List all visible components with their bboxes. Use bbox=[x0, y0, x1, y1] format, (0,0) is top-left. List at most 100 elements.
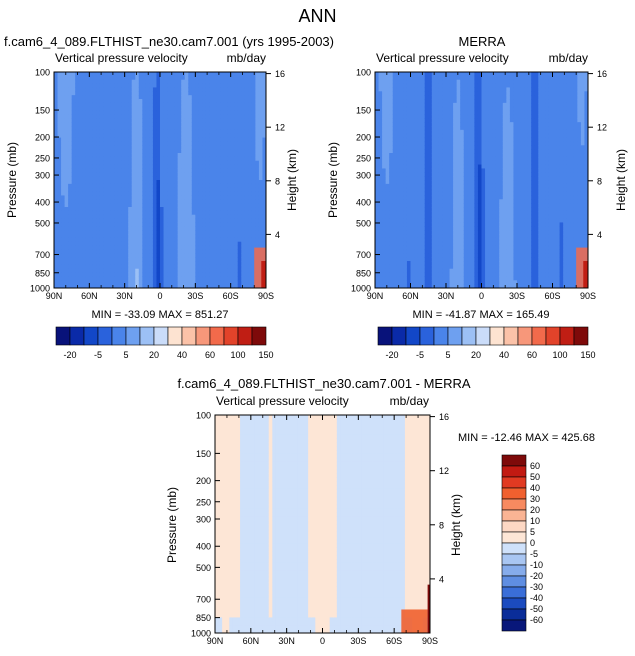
field-cell bbox=[456, 210, 461, 216]
field-cell bbox=[389, 195, 394, 200]
field-cell bbox=[460, 214, 465, 220]
field-cell bbox=[460, 249, 465, 254]
field-cell bbox=[399, 160, 404, 166]
field-cell bbox=[255, 218, 260, 224]
field-cell bbox=[389, 110, 394, 116]
field-cell bbox=[117, 133, 122, 139]
field-cell bbox=[220, 241, 225, 247]
field-cell bbox=[227, 149, 232, 154]
field-cell bbox=[453, 164, 458, 170]
field-cell bbox=[121, 129, 126, 135]
field-cell bbox=[156, 249, 161, 254]
field-cell bbox=[167, 102, 172, 108]
field-cell bbox=[71, 180, 76, 185]
field-cell bbox=[417, 106, 422, 112]
field-cell bbox=[396, 222, 401, 227]
field-cell bbox=[205, 79, 211, 85]
field-cell bbox=[241, 276, 246, 281]
field-cell bbox=[160, 91, 165, 96]
field-cell bbox=[99, 172, 105, 177]
field-cell bbox=[251, 195, 256, 200]
field-cell bbox=[209, 122, 214, 127]
field-cell bbox=[396, 241, 401, 247]
field-cell bbox=[414, 141, 419, 146]
field-cell bbox=[410, 153, 415, 158]
field-cell bbox=[181, 257, 186, 262]
field-cell bbox=[188, 191, 193, 197]
field-cell bbox=[435, 268, 440, 274]
field-cell bbox=[237, 226, 242, 231]
field-cell bbox=[68, 91, 73, 96]
field-cell bbox=[396, 91, 401, 96]
field-cell bbox=[174, 241, 179, 247]
field-cell bbox=[435, 284, 440, 288]
field-cell bbox=[170, 257, 175, 262]
field-cell bbox=[202, 191, 207, 197]
field-cell bbox=[392, 79, 397, 85]
field-cell bbox=[410, 230, 415, 235]
field-cell bbox=[99, 253, 105, 258]
field-cell bbox=[71, 284, 76, 288]
field-cell bbox=[230, 183, 235, 189]
field-cell bbox=[460, 160, 465, 166]
field-cell bbox=[191, 183, 196, 189]
field-cell bbox=[61, 129, 66, 135]
field-cell bbox=[435, 118, 440, 123]
field-cell bbox=[160, 99, 165, 104]
field-cell bbox=[230, 261, 235, 266]
field-cell bbox=[382, 126, 387, 131]
field-cell bbox=[255, 168, 260, 173]
field-cell bbox=[205, 191, 211, 197]
field-cell bbox=[446, 195, 451, 200]
field-cell bbox=[234, 83, 239, 89]
field-cell bbox=[241, 257, 246, 262]
field-cell bbox=[378, 245, 383, 251]
field-cell bbox=[453, 207, 458, 212]
field-cell bbox=[410, 191, 415, 197]
field-cell bbox=[78, 91, 83, 96]
field-cell bbox=[209, 91, 214, 96]
field-cell bbox=[460, 118, 465, 123]
field-cell bbox=[174, 72, 179, 77]
field-cell bbox=[61, 245, 66, 251]
field-cell bbox=[131, 280, 136, 285]
field-cell bbox=[170, 237, 175, 243]
field-cell bbox=[96, 253, 101, 258]
field-cell bbox=[237, 280, 242, 285]
field-cell bbox=[107, 268, 112, 274]
field-cell bbox=[399, 95, 404, 100]
field-cell bbox=[453, 114, 458, 119]
field-cell bbox=[378, 191, 383, 197]
field-cell bbox=[96, 118, 101, 123]
field-cell bbox=[234, 176, 239, 181]
field-cell bbox=[135, 241, 140, 247]
field-cell bbox=[181, 160, 186, 166]
field-cell bbox=[410, 203, 415, 208]
field-cell bbox=[89, 230, 94, 235]
field-cell bbox=[442, 180, 447, 185]
field-cell bbox=[107, 218, 112, 224]
field-cell bbox=[453, 187, 458, 193]
field-cell bbox=[424, 272, 429, 278]
field-cell bbox=[234, 280, 239, 285]
field-cell bbox=[71, 72, 76, 77]
field-cell bbox=[449, 257, 454, 262]
field-cell bbox=[220, 210, 225, 216]
field-cell bbox=[61, 176, 66, 181]
field-cell bbox=[82, 168, 87, 173]
field-cell bbox=[124, 276, 129, 281]
field-cell bbox=[392, 207, 397, 212]
field-cell bbox=[213, 257, 218, 262]
field-cell bbox=[202, 218, 207, 224]
field-cell bbox=[385, 183, 390, 189]
field-cell bbox=[114, 284, 119, 288]
field-cell bbox=[431, 87, 436, 92]
field-cell bbox=[202, 79, 207, 85]
field-cell bbox=[438, 137, 444, 143]
field-cell bbox=[453, 156, 458, 162]
field-cell bbox=[435, 133, 440, 139]
field-cell bbox=[195, 241, 200, 247]
field-cell bbox=[438, 180, 444, 185]
field-cell bbox=[453, 183, 458, 189]
field-cell bbox=[181, 268, 186, 274]
